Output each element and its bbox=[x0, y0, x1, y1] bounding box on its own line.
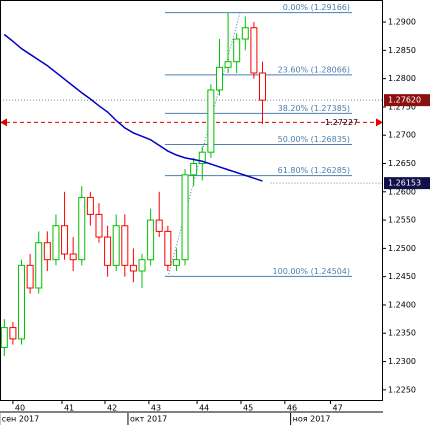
candle-body bbox=[215, 66, 223, 91]
candle-body bbox=[61, 225, 69, 255]
y-tick-label: 1.2450 bbox=[388, 272, 416, 281]
candle-body bbox=[224, 61, 232, 68]
x-tick-label: 46 bbox=[287, 404, 297, 413]
candle-body bbox=[121, 225, 129, 266]
candle-body bbox=[18, 264, 26, 340]
y-tick-label: 1.2600 bbox=[388, 187, 416, 196]
fib-label: 0.00% (1.29166) bbox=[283, 3, 350, 12]
candle-body bbox=[95, 213, 103, 238]
candle-body bbox=[26, 264, 34, 289]
moving-average bbox=[3, 33, 263, 182]
candle-body bbox=[241, 27, 249, 40]
candle-body bbox=[198, 151, 206, 165]
y-tick-label: 1.2900 bbox=[388, 18, 416, 27]
alert-arrow bbox=[0, 118, 7, 127]
candle-body bbox=[233, 38, 241, 63]
x-tick-label: 43 bbox=[151, 404, 161, 413]
ma-price-label: 1.26153 bbox=[388, 179, 421, 188]
y-tick-label: 1.2700 bbox=[388, 131, 416, 140]
candle-body bbox=[0, 327, 8, 348]
price-tag bbox=[384, 177, 430, 190]
candle-body bbox=[129, 264, 137, 272]
y-tick-label: 1.2300 bbox=[388, 357, 416, 366]
plot-frame bbox=[0, 0, 383, 401]
fib-label: 23.60% (1.28066) bbox=[278, 65, 350, 74]
candle-body bbox=[35, 242, 43, 289]
month-label: окт 2017 bbox=[130, 415, 167, 424]
candle-body bbox=[104, 236, 112, 266]
candle-body bbox=[259, 72, 267, 101]
candle-body bbox=[112, 225, 120, 266]
y-tick-label: 1.2800 bbox=[388, 74, 416, 83]
alert-arrow bbox=[376, 118, 383, 127]
candle-body bbox=[78, 196, 86, 261]
y-tick-label: 1.2550 bbox=[388, 216, 416, 225]
alert-label: 1.27227 bbox=[325, 118, 358, 127]
x-tick-label: 45 bbox=[243, 404, 253, 413]
month-label: сен 2017 bbox=[2, 415, 39, 424]
y-tick-label: 1.2350 bbox=[388, 329, 416, 338]
y-tick-label: 1.2500 bbox=[388, 244, 416, 253]
candle-body bbox=[190, 163, 198, 176]
candle-body bbox=[43, 242, 51, 261]
y-tick-label: 1.2250 bbox=[388, 385, 416, 394]
candle-body bbox=[138, 259, 146, 272]
y-tick-label: 1.2400 bbox=[388, 300, 416, 309]
candle-body bbox=[9, 327, 17, 340]
y-tick-label: 1.2750 bbox=[388, 102, 416, 111]
candle-body bbox=[155, 219, 163, 232]
month-label: ноя 2017 bbox=[293, 415, 331, 424]
fib-label: 38.20% (1.27385) bbox=[278, 104, 350, 113]
y-tick-label: 1.2850 bbox=[388, 46, 416, 55]
candle-body bbox=[86, 196, 94, 215]
fib-label: 50.00% (1.26835) bbox=[278, 135, 350, 144]
x-tick-label: 41 bbox=[64, 404, 74, 413]
candle-body bbox=[207, 89, 215, 153]
fib-label: 61.80% (1.26285) bbox=[278, 166, 350, 175]
candle-body bbox=[164, 230, 172, 266]
x-tick-label: 47 bbox=[332, 404, 342, 413]
x-tick-label: 42 bbox=[107, 404, 117, 413]
candle-body bbox=[172, 259, 180, 266]
price-tag bbox=[384, 94, 430, 107]
x-tick-label: 44 bbox=[199, 404, 209, 413]
candle-body bbox=[250, 27, 258, 74]
x-tick-label: 40 bbox=[15, 404, 25, 413]
fib-label: 100.00% (1.24504) bbox=[273, 267, 350, 276]
candle-body bbox=[181, 174, 189, 261]
y-tick-label: 1.2650 bbox=[388, 159, 416, 168]
current-price-label: 1.27620 bbox=[388, 96, 421, 105]
candle-body bbox=[52, 225, 60, 261]
candle-body bbox=[69, 253, 77, 261]
candle-body bbox=[147, 219, 155, 261]
